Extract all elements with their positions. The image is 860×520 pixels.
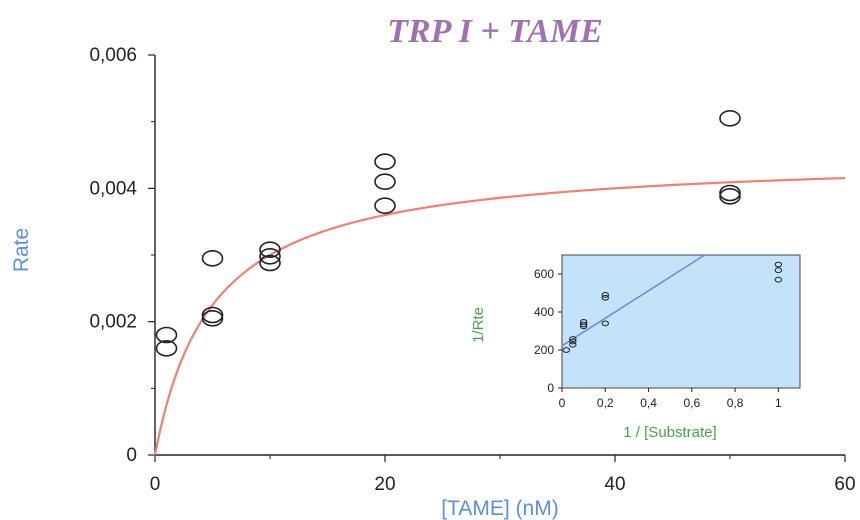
data-point — [374, 173, 396, 190]
y-axis-label: Rate — [10, 228, 33, 272]
data-point — [259, 254, 281, 272]
inset-x-tick-label: 1 — [775, 396, 782, 410]
data-point — [155, 340, 178, 357]
y-tick-label: 0,006 — [89, 45, 137, 66]
x-tick-label: 0 — [150, 474, 161, 495]
inset-data-point — [569, 341, 577, 348]
data-point — [719, 184, 741, 202]
inset-data-point — [601, 320, 609, 327]
y-tick-label: 0,002 — [89, 312, 137, 333]
main-points — [155, 110, 741, 357]
inset-data-point — [601, 292, 609, 298]
inset-y-tick-label: 400 — [534, 305, 554, 319]
x-tick-label: 60 — [834, 474, 855, 495]
inset-data-point — [569, 336, 577, 342]
inset-plot-area — [561, 254, 801, 389]
data-point — [259, 248, 281, 265]
inset-x-tick-label: 0,2 — [597, 396, 614, 410]
inset-data-point — [569, 338, 577, 345]
data-point — [201, 306, 224, 324]
inset-points — [562, 261, 783, 353]
inset-fit-line — [561, 254, 706, 347]
inset-x-tick-label: 0,6 — [683, 396, 700, 410]
data-point — [155, 326, 178, 344]
x-axis-label: [TAME] (nM) — [441, 497, 558, 520]
data-point — [259, 241, 281, 258]
data-point — [374, 153, 396, 170]
inset-x-axis-label: 1 / [Substrate] — [623, 424, 716, 441]
data-point — [374, 197, 396, 214]
data-point — [201, 310, 224, 327]
inset-data-point — [774, 267, 783, 274]
inset-data-point — [774, 261, 783, 268]
inset-data-point — [579, 321, 588, 328]
y-tick-label: 0 — [126, 445, 137, 466]
inset-y-tick-label: 200 — [534, 343, 554, 357]
inset-y-tick-label: 600 — [534, 267, 554, 281]
inset-data-point — [579, 318, 588, 325]
data-point — [201, 250, 224, 267]
data-point — [719, 188, 741, 205]
inset-x-tick-label: 0 — [559, 396, 566, 410]
inset-data-point — [601, 294, 609, 301]
inset-data-point — [774, 276, 783, 283]
chart-title: TRP I + TAME — [387, 13, 603, 50]
y-tick-label: 0,004 — [89, 178, 137, 199]
x-tick-label: 20 — [374, 474, 395, 495]
inset-y-tick-label: 0 — [547, 381, 554, 395]
inset-x-tick-label: 0,8 — [727, 396, 744, 410]
inset-chart: 0 0,2 0,4 0,6 0,8 1 0 200 400 600 1 / [Substrate]… — [470, 254, 801, 441]
data-point — [719, 110, 741, 127]
x-tick-label: 40 — [604, 474, 625, 495]
inset-data-point — [562, 347, 571, 353]
inset-ticks: 0 0,2 0,4 0,6 0,8 1 0 200 400 600 — [534, 267, 782, 410]
inset-x-tick-label: 0,4 — [640, 396, 657, 410]
inset-y-axis-label: 1/Rte — [470, 307, 487, 343]
